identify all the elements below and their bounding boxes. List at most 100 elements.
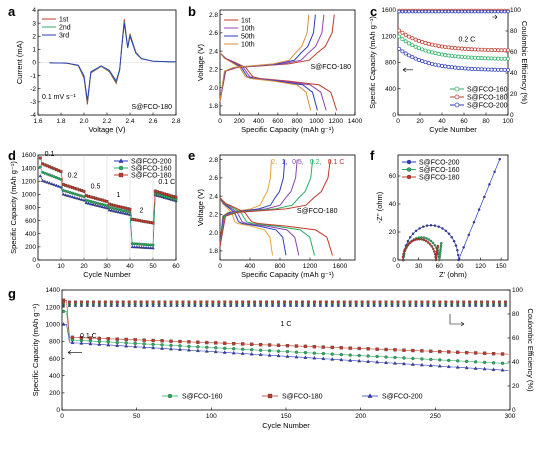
y2-tick-label-g: 0: [512, 407, 516, 414]
capacity-point-g: [160, 346, 164, 350]
capacity-point-c: [397, 34, 402, 39]
capacity-point-g: [393, 348, 397, 352]
capacity-point-g: [195, 348, 200, 353]
eis-point-f: [439, 244, 443, 247]
eis-point-f: [439, 246, 443, 249]
profile-b-charge: [219, 14, 310, 102]
ce-point-g: [468, 300, 472, 304]
capacity-point-g: [446, 364, 451, 369]
y-tick-label-c: 800: [385, 60, 396, 67]
capacity-point-g: [411, 348, 415, 353]
legend-g-label: S@FCO-160: [182, 394, 223, 401]
legend-f-label: S@FCO-200: [419, 159, 460, 166]
eis-point-f: [436, 244, 440, 248]
capacity-point-g: [447, 358, 451, 363]
rate-point-d: [116, 210, 121, 214]
eis-point-f: [418, 237, 421, 241]
capacity-point-g: [366, 359, 371, 363]
capacity-point-g: [312, 351, 317, 355]
capacity-point-g: [169, 339, 173, 343]
legend-d-marker: [118, 172, 124, 178]
ce-point-c: [493, 9, 497, 14]
capacity-point-g: [402, 348, 406, 352]
ce-point-g: [91, 303, 96, 307]
capacity-point-g: [97, 342, 102, 346]
y-tick-label-c: 1200: [382, 33, 397, 40]
eis-point-f: [440, 241, 443, 245]
x-axis-label-c: Cycle Number: [429, 125, 477, 134]
capacity-point-g: [106, 337, 110, 341]
ce-point-g: [79, 303, 84, 307]
annotation-rate-low-g: 0.1 C: [80, 333, 97, 340]
eis-point-f: [429, 239, 433, 243]
capacity-point-c: [459, 54, 464, 59]
ce-point-c: [473, 9, 477, 14]
y-tick-label-e: 2.2: [209, 212, 218, 219]
ce-point-g: [199, 300, 203, 304]
capacity-point-g: [133, 341, 137, 346]
ce-point-c: [453, 9, 457, 14]
capacity-point-g: [294, 344, 299, 348]
capacity-point-c: [446, 53, 451, 58]
ce-point-g: [73, 300, 77, 304]
ce-point-g: [360, 300, 364, 304]
capacity-point-c: [456, 54, 461, 59]
x-tick-label-d: 30: [103, 263, 111, 270]
capacity-point-g: [267, 343, 272, 347]
ce-point-g: [504, 300, 507, 304]
rate-point-d: [38, 156, 42, 160]
rate-label-e: 0.1 C: [328, 159, 345, 166]
ce-point-c: [397, 9, 401, 14]
ce-point-g: [157, 300, 161, 304]
rate-point-d: [126, 212, 130, 216]
y-tick-label-a: -1: [30, 73, 36, 80]
ce-point-g: [312, 300, 316, 304]
profile-e-charge: [219, 159, 331, 247]
capacity-point-g: [258, 352, 263, 357]
rate-point-d: [59, 177, 63, 181]
capacity-point-g: [321, 351, 325, 356]
capacity-point-c: [476, 55, 481, 60]
ce-point-g: [103, 303, 107, 307]
rate-point-d: [114, 209, 118, 213]
rate-point-d: [47, 181, 52, 185]
ce-point-g: [462, 303, 466, 307]
ce-point-g: [68, 300, 71, 304]
panel-label-d: d: [8, 148, 16, 163]
ce-point-g: [205, 300, 209, 304]
ce-point-g: [342, 300, 346, 304]
ce-point-g: [306, 300, 310, 304]
capacity-point-c: [459, 66, 464, 71]
capacity-point-c: [453, 54, 458, 59]
annotation-sample-e: S@FCO-180: [297, 208, 338, 215]
ce-point-g: [264, 303, 269, 307]
rate-point-d: [57, 184, 61, 188]
eis-point-f: [406, 239, 410, 243]
capacity-point-c: [400, 49, 405, 54]
capacity-point-g: [437, 363, 442, 368]
capacity-point-g: [285, 354, 290, 358]
capacity-point-c: [430, 61, 435, 66]
capacity-point-g: [205, 345, 209, 349]
rate-point-d: [96, 203, 100, 207]
ce-point-g: [372, 300, 376, 304]
eis-point-f: [431, 247, 435, 250]
x-tick-label-f: 30: [415, 263, 423, 270]
rate-point-d: [146, 245, 151, 249]
ce-point-g: [378, 303, 382, 307]
rate-point-d: [89, 202, 93, 206]
ce-point-g: [115, 300, 119, 304]
y-axis-label-f: -Z'' (ohm): [375, 191, 384, 223]
eis-point-f: [415, 238, 419, 241]
capacity-point-c: [486, 56, 491, 61]
capacity-point-g: [142, 338, 146, 342]
eis-point-f: [429, 224, 433, 227]
x-axis-label-a: Voltage (V): [88, 125, 126, 134]
ce-point-g: [283, 300, 286, 304]
arrow-cap-c: [402, 67, 413, 73]
capacity-point-c: [423, 60, 428, 65]
capacity-point-c: [473, 47, 477, 52]
y-axis-label-b: Voltage (V): [196, 43, 205, 81]
ce-point-c: [400, 9, 405, 14]
ce-point-c: [463, 9, 467, 14]
